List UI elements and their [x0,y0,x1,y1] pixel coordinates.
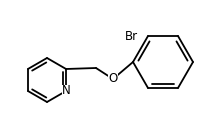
Text: O: O [108,72,118,86]
Text: Br: Br [125,30,138,43]
Text: N: N [62,84,70,98]
